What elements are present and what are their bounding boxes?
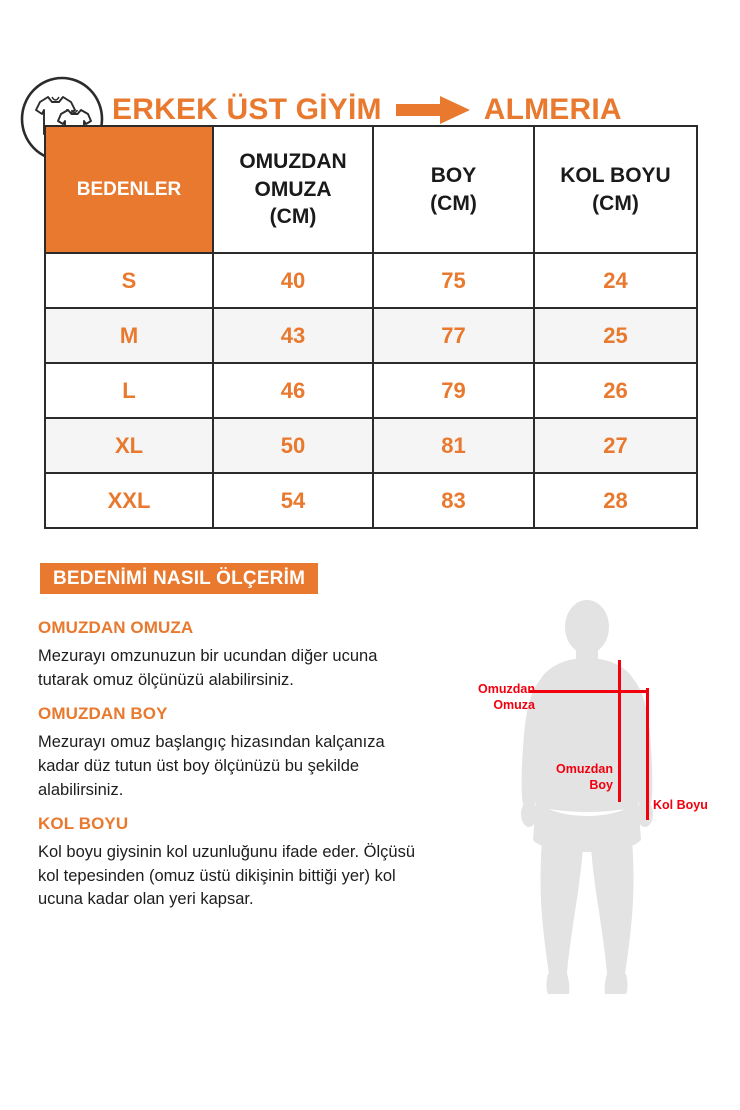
instruction-block-length: OMUZDAN BOY Mezurayı omuz başlangıç hiza… [38,704,428,803]
instruction-title: OMUZDAN BOY [38,703,168,723]
label-shoulder-to-shoulder: Omuzdan Omuza [430,682,535,713]
cell-length: 75 [372,252,535,309]
sleeve-head-line1: KOL BOYU [560,163,671,187]
instruction-block-sleeve: KOL BOYU Kol boyu giysinin kol uzunluğun… [38,814,428,913]
shoulder-head-line2: OMUZA [254,177,332,201]
label-shoulder-to-shoulder-line2: Omuza [493,697,535,712]
label-sleeve-length-text: Kol Boyu [653,798,708,812]
label-shoulder-length-line1: Omuzdan [556,762,613,776]
category-title: ERKEK ÜST GİYİM [112,93,382,126]
shoulder-length-measure-line [618,660,621,802]
right-arrow-icon [395,96,470,124]
cell-sleeve: 25 [533,307,698,364]
table-row: L 46 79 26 [44,362,698,419]
cell-size: XL [44,417,214,474]
cell-sleeve: 26 [533,362,698,419]
shoulder-head-line1: OMUZDAN [239,149,347,173]
instruction-body: Kol boyu giysinin kol uzunluğunu ifade e… [38,842,415,909]
cell-size: L [44,362,214,419]
how-to-measure-badge-label: BEDENİMİ NASIL ÖLÇERİM [53,567,306,589]
brand-title: ALMERIA [483,93,622,126]
table-row: M 43 77 25 [44,307,698,364]
instruction-title: KOL BOYU [38,813,129,833]
cell-sleeve: 24 [533,252,698,309]
cell-size: M [44,307,214,364]
label-shoulder-to-shoulder-line1: Omuzdan [478,682,535,696]
length-head-line2: (CM) [430,191,477,215]
column-header-shoulder: OMUZDAN OMUZA (CM) [212,125,374,254]
cell-shoulder: 46 [212,362,374,419]
table-row: XXL 54 83 28 [44,472,698,529]
page-header: ERKEK ÜST GİYİM ALMERIA [0,36,740,162]
column-header-sizes: BEDENLER [44,125,214,254]
cell-length: 81 [372,417,535,474]
cell-shoulder: 40 [212,252,374,309]
measurement-diagram: Omuzdan Omuza Omuzdan Boy Kol Boyu [420,600,740,1020]
table-row: XL 50 81 27 [44,417,698,474]
cell-shoulder: 43 [212,307,374,364]
label-shoulder-length: Omuzdan Boy [525,762,613,793]
how-to-measure-badge: BEDENİMİ NASIL ÖLÇERİM [40,563,319,594]
sleeve-head-line2: (CM) [592,191,639,215]
shoulder-width-measure-line [530,690,648,693]
cell-shoulder: 50 [212,417,374,474]
cell-sleeve: 27 [533,417,698,474]
table-row: S 40 75 24 [44,252,698,309]
cell-size: XXL [44,472,214,529]
cell-size: S [44,252,214,309]
label-shoulder-length-line2: Boy [589,777,613,792]
column-header-length: BOY (CM) [372,125,535,254]
measure-instructions: OMUZDAN OMUZA Mezurayı omzunuzun bir ucu… [38,618,428,923]
instruction-body: Mezurayı omzunuzun bir ucundan diğer ucu… [38,647,378,689]
column-header-sleeve: KOL BOYU (CM) [533,125,698,254]
header-title-row: ERKEK ÜST GİYİM ALMERIA [112,88,622,132]
cell-shoulder: 54 [212,472,374,529]
cell-length: 79 [372,362,535,419]
table-header-row: BEDENLER OMUZDAN OMUZA (CM) BOY (CM) KOL… [44,125,698,254]
instruction-title: OMUZDAN OMUZA [38,618,194,637]
cell-sleeve: 28 [533,472,698,529]
instruction-block-shoulder: OMUZDAN OMUZA Mezurayı omzunuzun bir ucu… [38,618,428,693]
size-chart-table: BEDENLER OMUZDAN OMUZA (CM) BOY (CM) KOL… [44,125,698,529]
shoulder-head-line3: (CM) [269,205,317,229]
label-sleeve-length: Kol Boyu [653,798,708,814]
column-header-sizes-label: BEDENLER [76,178,182,200]
instruction-body: Mezurayı omuz başlangıç hizasından kalça… [38,732,385,799]
cell-length: 77 [372,307,535,364]
sleeve-length-measure-line [646,688,649,820]
cell-length: 83 [372,472,535,529]
length-head-line1: BOY [430,163,477,187]
